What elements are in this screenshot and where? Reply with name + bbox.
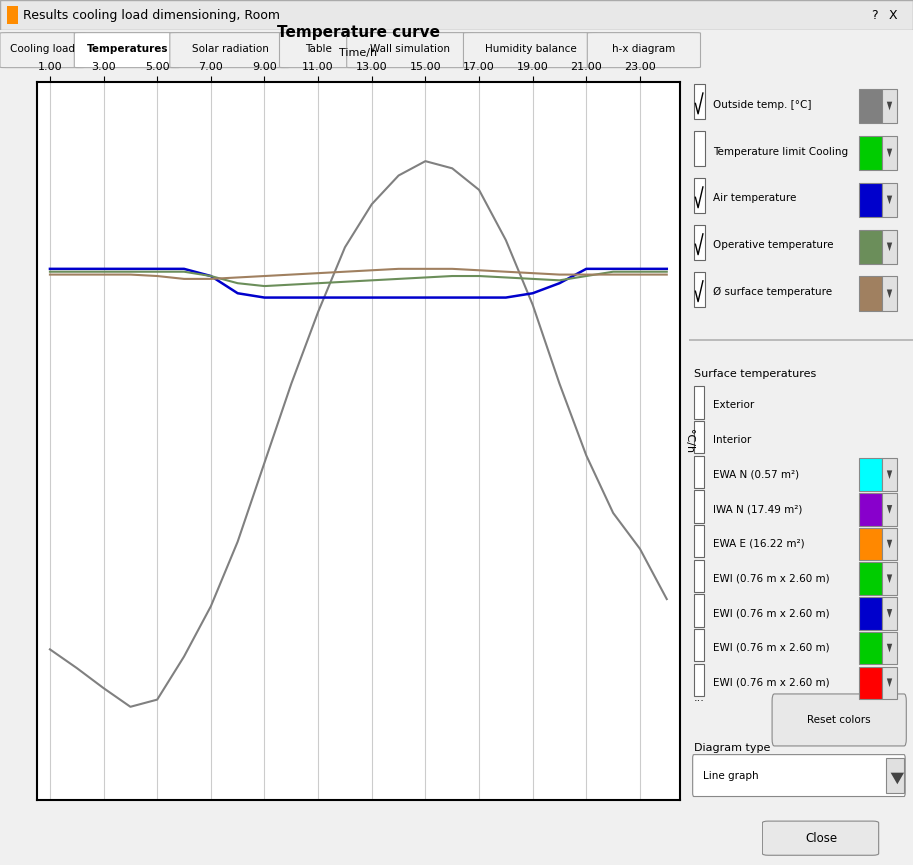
Text: Table: Table — [305, 44, 331, 54]
Bar — [694, 387, 704, 419]
Text: Temperature limit Cooling: Temperature limit Cooling — [713, 146, 848, 157]
Polygon shape — [887, 471, 892, 479]
Text: EWI (0.76 m x 2.60 m): EWI (0.76 m x 2.60 m) — [713, 677, 829, 688]
Bar — [694, 178, 705, 213]
Title: Temperature curve: Temperature curve — [277, 25, 440, 40]
FancyBboxPatch shape — [74, 33, 181, 67]
Text: Close: Close — [805, 831, 838, 845]
Bar — [887, 759, 904, 793]
Text: Wall simulation: Wall simulation — [371, 44, 450, 54]
Text: Exterior: Exterior — [713, 400, 754, 410]
Text: Line graph: Line graph — [703, 771, 759, 780]
Text: Surface temperatures: Surface temperatures — [694, 369, 816, 379]
FancyBboxPatch shape — [464, 33, 598, 67]
Polygon shape — [887, 678, 892, 687]
Bar — [882, 631, 897, 664]
Text: Ø surface temperature: Ø surface temperature — [713, 287, 832, 298]
Text: Outside temp. [°C]: Outside temp. [°C] — [713, 99, 812, 110]
Bar — [859, 493, 882, 526]
Text: Solar radiation: Solar radiation — [192, 44, 268, 54]
Bar — [859, 229, 882, 264]
Bar — [694, 456, 704, 488]
Polygon shape — [890, 772, 904, 785]
FancyBboxPatch shape — [170, 33, 290, 67]
Bar — [859, 597, 882, 630]
Bar — [859, 528, 882, 561]
Bar — [859, 562, 882, 595]
Bar — [859, 136, 882, 170]
Bar — [694, 225, 705, 260]
Text: IWA N (17.49 m²): IWA N (17.49 m²) — [713, 504, 803, 514]
Text: Humidity balance: Humidity balance — [485, 44, 576, 54]
FancyBboxPatch shape — [693, 754, 905, 797]
Text: Diagram type: Diagram type — [694, 743, 771, 753]
Text: ?: ? — [871, 9, 878, 22]
Text: ...: ... — [694, 693, 705, 702]
Polygon shape — [887, 540, 892, 548]
FancyBboxPatch shape — [0, 33, 85, 67]
Text: Results cooling load dimensioning, Room: Results cooling load dimensioning, Room — [23, 9, 279, 22]
Bar — [859, 667, 882, 699]
Bar — [859, 458, 882, 491]
Text: Reset colors: Reset colors — [807, 715, 871, 725]
Text: Operative temperature: Operative temperature — [713, 240, 834, 251]
FancyBboxPatch shape — [279, 33, 357, 67]
FancyBboxPatch shape — [762, 821, 878, 855]
Polygon shape — [887, 574, 892, 583]
Bar — [694, 490, 704, 522]
X-axis label: Time/h: Time/h — [340, 48, 377, 58]
Bar — [882, 229, 897, 264]
Bar — [882, 493, 897, 526]
Bar — [694, 560, 704, 593]
Bar — [694, 663, 704, 696]
Bar — [882, 277, 897, 311]
Polygon shape — [887, 609, 892, 618]
Bar — [882, 528, 897, 561]
Text: Air temperature: Air temperature — [713, 194, 796, 203]
Text: EWI (0.76 m x 2.60 m): EWI (0.76 m x 2.60 m) — [713, 608, 829, 618]
FancyBboxPatch shape — [772, 694, 907, 746]
Bar — [859, 183, 882, 217]
Bar — [689, 339, 913, 342]
Bar — [7, 6, 18, 24]
Polygon shape — [887, 290, 892, 298]
Polygon shape — [887, 505, 892, 514]
Bar — [694, 85, 705, 119]
Text: h-x diagram: h-x diagram — [613, 44, 676, 54]
Bar — [882, 89, 897, 124]
FancyBboxPatch shape — [347, 33, 474, 67]
Bar — [882, 667, 897, 699]
Text: EWA N (0.57 m²): EWA N (0.57 m²) — [713, 470, 799, 479]
Bar — [882, 183, 897, 217]
Bar — [882, 562, 897, 595]
Polygon shape — [887, 149, 892, 157]
Bar — [694, 594, 704, 627]
Bar — [882, 597, 897, 630]
Polygon shape — [887, 195, 892, 204]
Text: EWA E (16.22 m²): EWA E (16.22 m²) — [713, 539, 804, 548]
Polygon shape — [887, 644, 892, 652]
Polygon shape — [887, 102, 892, 111]
Text: Interior: Interior — [713, 435, 751, 445]
Text: X: X — [888, 9, 897, 22]
Text: Cooling load: Cooling load — [10, 44, 75, 54]
Bar — [694, 131, 705, 166]
Bar — [694, 629, 704, 662]
Bar — [859, 277, 882, 311]
Bar — [882, 458, 897, 491]
Bar — [694, 421, 704, 453]
Y-axis label: °C/h: °C/h — [684, 429, 694, 453]
Bar — [859, 631, 882, 664]
Text: EWI (0.76 m x 2.60 m): EWI (0.76 m x 2.60 m) — [713, 573, 829, 583]
FancyBboxPatch shape — [587, 33, 700, 67]
Bar — [859, 89, 882, 124]
Polygon shape — [887, 242, 892, 251]
Bar — [694, 272, 705, 307]
Bar — [694, 525, 704, 557]
Bar — [882, 136, 897, 170]
Text: Temperatures: Temperatures — [87, 44, 168, 54]
Text: EWI (0.76 m x 2.60 m): EWI (0.76 m x 2.60 m) — [713, 643, 829, 653]
